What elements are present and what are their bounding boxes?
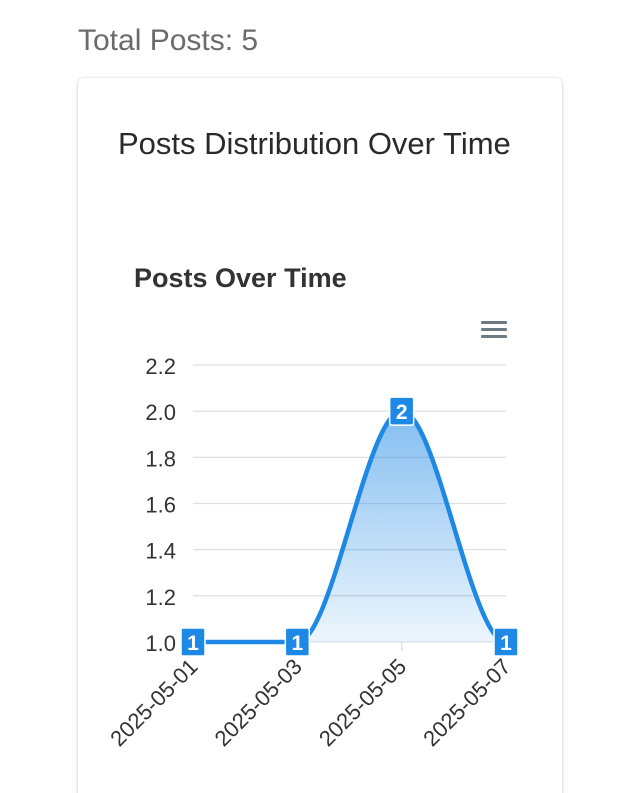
data-label: 2 [388,396,415,426]
data-label-box [180,627,206,657]
y-tick-label: 1.2 [145,585,176,610]
data-label-box [388,396,415,426]
data-label-text: 1 [187,632,199,655]
menu-icon-bar [481,335,507,338]
y-axis-ticks: 1.0 1.2 1.4 1.6 1.8 2.0 2.2 [145,354,176,656]
x-tick-label: 2025-05-03 [210,654,307,751]
y-tick-label: 1.8 [145,446,176,471]
series-line [192,408,507,645]
x-tick-label: 2025-05-01 [105,654,202,751]
data-label-box [284,627,311,657]
x-axis-ticks: 2025-05-01 2025-05-03 2025-05-05 2025-05-07 [105,642,516,751]
x-tick-label: 2025-05-05 [314,654,411,751]
data-label-text: 1 [291,632,303,655]
data-label: 1 [493,627,519,657]
y-tick-label: 2.2 [145,354,176,379]
card-title: Posts Distribution Over Time [118,126,511,161]
data-label-text: 2 [396,401,408,424]
data-label: 1 [180,627,206,657]
chart-card: Posts Distribution Over Time Posts Over … [78,78,562,793]
data-label-box [493,627,519,657]
hamburger-menu-icon[interactable] [480,318,508,342]
chart-title: Posts Over Time [134,263,347,293]
data-label: 1 [284,627,311,657]
y-tick-label: 2.0 [145,400,176,425]
menu-icon-bar [481,328,507,331]
y-tick-label: 1.0 [145,631,176,656]
y-tick-label: 1.4 [145,539,176,564]
series [192,408,507,645]
series-area [193,411,506,642]
data-label-text: 1 [500,632,512,655]
total-posts-count: Total Posts: 5 [78,24,259,57]
x-tick-label: 2025-05-07 [418,654,515,751]
data-labels: 1 1 2 1 [180,396,519,657]
posts-over-time-chart: Posts Over Time 1.0 1.2 1.4 1.6 1.8 2.0 2.2 20… [105,263,519,751]
y-tick-label: 1.6 [145,493,176,518]
menu-icon-bar [481,321,507,324]
